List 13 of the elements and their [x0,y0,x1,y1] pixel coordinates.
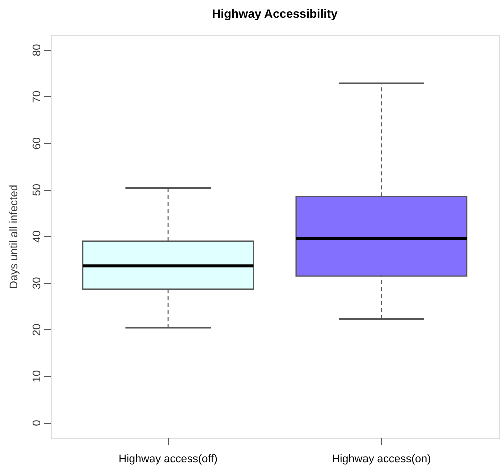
y-axis-title: Days until all infected [8,185,20,289]
y-tick-label: 20 [32,324,44,336]
y-tick-label: 60 [32,137,44,150]
x-tick-label: Highway access(on) [332,454,432,466]
y-tick-label: 70 [32,90,44,104]
y-tick-label: 80 [32,44,44,57]
y-tick-label: 30 [32,277,44,290]
x-tick-label: Highway access(off) [118,454,218,466]
y-tick-label: 0 [32,420,44,426]
y-tick-label: 50 [32,184,44,196]
y-tick-label: 40 [32,230,44,243]
chart-title: Highway Accessibility [212,7,338,21]
y-tick-label: 10 [32,370,44,383]
